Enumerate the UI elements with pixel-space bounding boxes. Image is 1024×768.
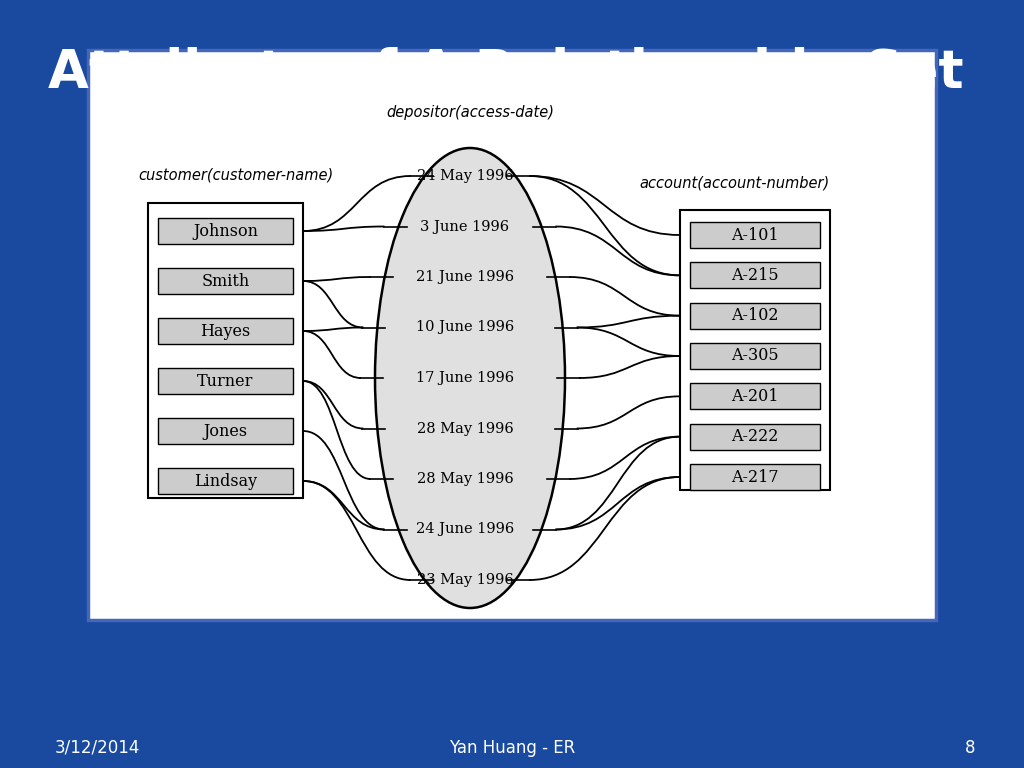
FancyBboxPatch shape bbox=[148, 203, 303, 498]
FancyBboxPatch shape bbox=[158, 468, 293, 494]
Text: depositor(access-date): depositor(access-date) bbox=[386, 105, 554, 120]
Text: A-102: A-102 bbox=[731, 307, 778, 324]
Text: account(account-number): account(account-number) bbox=[640, 175, 830, 190]
FancyBboxPatch shape bbox=[158, 268, 293, 294]
Text: A-101: A-101 bbox=[731, 227, 779, 243]
Ellipse shape bbox=[375, 148, 565, 608]
Text: A-222: A-222 bbox=[731, 429, 778, 445]
Text: 28 May 1996: 28 May 1996 bbox=[417, 422, 513, 435]
Text: 3/12/2014: 3/12/2014 bbox=[55, 739, 140, 757]
Text: Hayes: Hayes bbox=[201, 323, 251, 339]
Text: 21 June 1996: 21 June 1996 bbox=[416, 270, 514, 284]
Text: 8: 8 bbox=[965, 739, 975, 757]
Text: A-217: A-217 bbox=[731, 468, 779, 485]
Text: 24 June 1996: 24 June 1996 bbox=[416, 522, 514, 537]
Text: Lindsay: Lindsay bbox=[194, 472, 257, 489]
Text: 3 June 1996: 3 June 1996 bbox=[421, 220, 510, 233]
FancyBboxPatch shape bbox=[690, 343, 820, 369]
FancyBboxPatch shape bbox=[158, 218, 293, 244]
Text: 24 May 1996: 24 May 1996 bbox=[417, 169, 513, 183]
FancyBboxPatch shape bbox=[690, 424, 820, 450]
Text: 17 June 1996: 17 June 1996 bbox=[416, 371, 514, 385]
Text: 10 June 1996: 10 June 1996 bbox=[416, 320, 514, 335]
FancyBboxPatch shape bbox=[158, 418, 293, 444]
Text: Jones: Jones bbox=[204, 422, 248, 439]
Text: 23 May 1996: 23 May 1996 bbox=[417, 573, 513, 587]
Text: Johnson: Johnson bbox=[193, 223, 258, 240]
FancyBboxPatch shape bbox=[690, 222, 820, 248]
FancyBboxPatch shape bbox=[680, 210, 830, 490]
Text: A-215: A-215 bbox=[731, 266, 779, 284]
Text: A-201: A-201 bbox=[731, 388, 778, 405]
Text: Smith: Smith bbox=[202, 273, 250, 290]
FancyBboxPatch shape bbox=[690, 303, 820, 329]
FancyBboxPatch shape bbox=[690, 464, 820, 490]
Text: Attribute of A Relationship Set: Attribute of A Relationship Set bbox=[48, 47, 964, 99]
Text: 28 May 1996: 28 May 1996 bbox=[417, 472, 513, 486]
Text: Turner: Turner bbox=[198, 372, 254, 389]
Text: A-305: A-305 bbox=[731, 347, 779, 365]
FancyBboxPatch shape bbox=[158, 318, 293, 344]
FancyBboxPatch shape bbox=[88, 50, 936, 620]
FancyBboxPatch shape bbox=[158, 368, 293, 394]
FancyBboxPatch shape bbox=[690, 263, 820, 288]
Text: Yan Huang - ER: Yan Huang - ER bbox=[449, 739, 575, 757]
FancyBboxPatch shape bbox=[690, 383, 820, 409]
Text: customer(customer-name): customer(customer-name) bbox=[138, 168, 333, 183]
